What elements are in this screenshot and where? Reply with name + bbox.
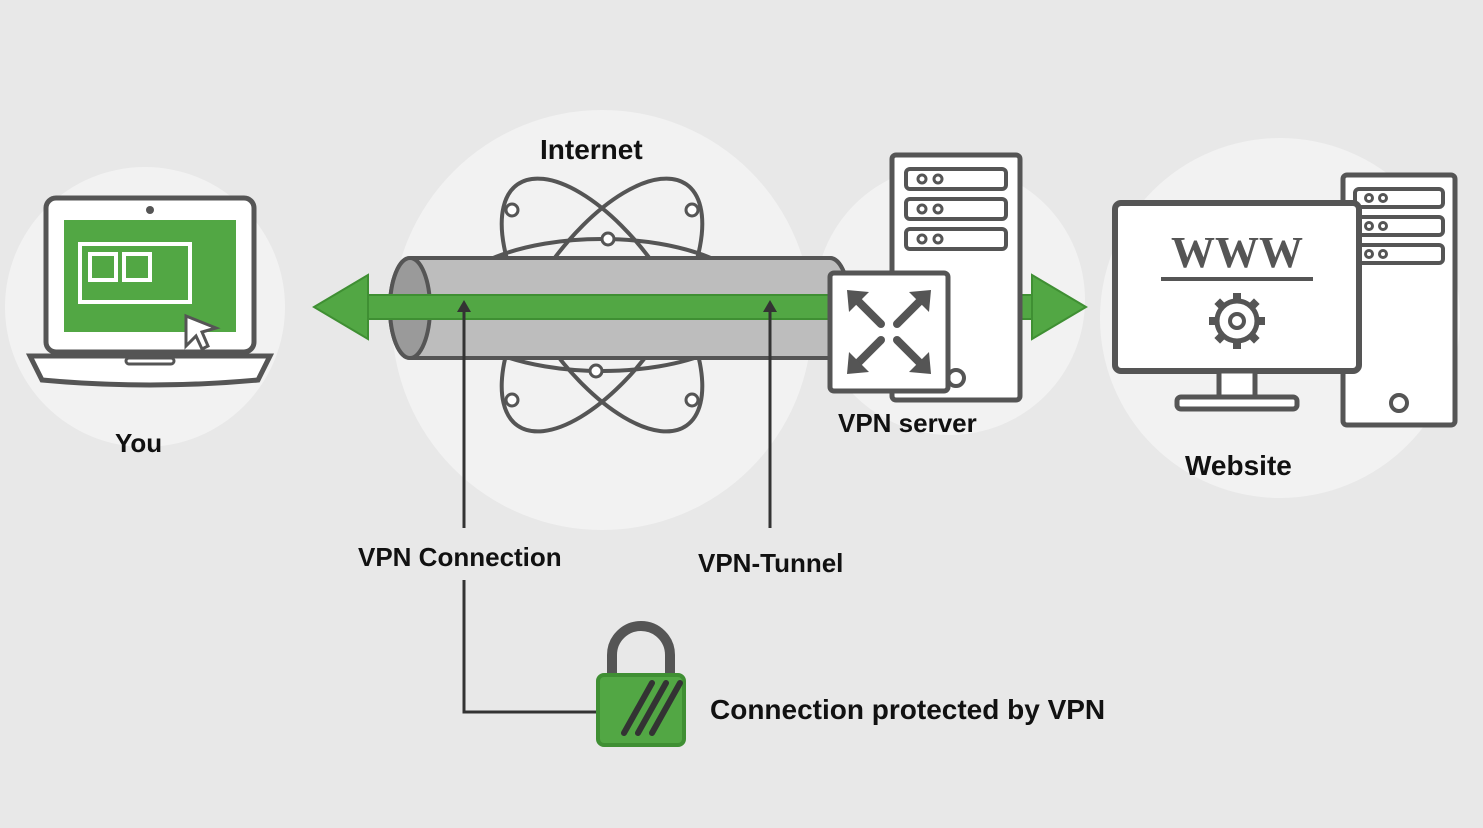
diagram-stage: WWW You Internet VPN server Website VPN … (0, 0, 1483, 828)
lock-icon (598, 626, 684, 745)
lock-connector (464, 580, 597, 712)
label-website: Website (1185, 450, 1292, 482)
label-vpn-server: VPN server (838, 408, 977, 439)
svg-text:WWW: WWW (1171, 228, 1303, 277)
label-vpn-connection: VPN Connection (358, 542, 562, 573)
label-protected: Connection protected by VPN (710, 694, 1105, 726)
vpn-server-icon (830, 155, 1020, 400)
label-you: You (115, 428, 162, 459)
label-internet: Internet (540, 134, 643, 166)
laptop-icon (30, 198, 270, 385)
label-vpn-tunnel: VPN-Tunnel (698, 548, 843, 579)
website-icon: WWW (1115, 175, 1455, 425)
